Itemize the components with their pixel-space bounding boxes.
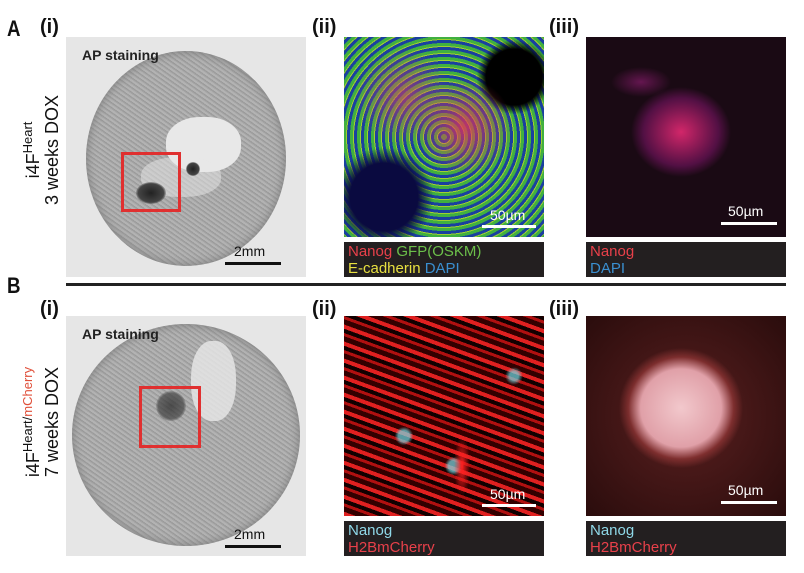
immunofluorescence-image-b-ii: 50µm: [344, 316, 544, 516]
legend-b-iii: Nanog H2BmCherry: [586, 521, 786, 556]
side-label-a: i4FHeart 3 weeks DOX: [18, 80, 62, 220]
treatment: 3 weeks DOX: [42, 94, 62, 206]
treatment: 7 weeks DOX: [42, 366, 62, 478]
scale-label: 50µm: [490, 486, 526, 502]
legend-h2bmcherry: H2BmCherry: [590, 539, 677, 556]
scale-bar: [721, 222, 777, 225]
ap-staining-title: AP staining: [82, 47, 159, 63]
scale-bar: [482, 225, 536, 228]
scale-bar: [482, 504, 536, 507]
legend-nanog: Nanog: [590, 243, 635, 260]
ap-staining-image-a: AP staining 2mm: [66, 37, 306, 277]
label-a-ii: (ii): [312, 16, 337, 38]
genotype-reporter: mCherry: [20, 366, 35, 417]
label-b-ii: (ii): [312, 298, 337, 320]
legend-nanog: Nanog: [348, 243, 393, 260]
panel-letter-a: A: [7, 16, 21, 41]
legend-a-ii: Nanog GFP(OSKM) E-cadherin DAPI: [344, 242, 544, 277]
genotype: i4F: [23, 452, 43, 478]
label-a-iii: (iii): [549, 16, 579, 38]
scale-bar: [721, 501, 777, 504]
legend-dapi: DAPI: [590, 260, 626, 277]
legend-a-iii: Nanog DAPI: [586, 242, 786, 277]
legend-b-ii: Nanog H2BmCherry: [344, 521, 544, 556]
highlight-box: [121, 152, 181, 212]
legend-dapi: DAPI: [424, 260, 460, 277]
genotype: i4F: [23, 153, 43, 179]
scale-bar: [225, 545, 281, 548]
panel-letter-b: B: [7, 273, 21, 298]
divider: [66, 283, 786, 286]
scale-bar: [225, 262, 281, 265]
fluorescence-image-b-iii: 50µm: [586, 316, 786, 516]
highlight-box: [139, 386, 201, 448]
scale-label: 50µm: [490, 207, 526, 223]
genotype-superscript: Heart: [20, 121, 35, 154]
side-label-b: i4FHeart/mCherry 7 weeks DOX: [18, 332, 62, 512]
legend-nanog: Nanog: [348, 522, 393, 539]
ap-staining-image-b: AP staining 2mm: [66, 316, 306, 556]
immunofluorescence-image-a-iii: 50µm: [586, 37, 786, 237]
scale-label: 50µm: [728, 482, 764, 498]
legend-ecadherin: E-cadherin: [348, 260, 421, 277]
legend-h2bmcherry: H2BmCherry: [348, 539, 435, 556]
label-b-i: (i): [40, 298, 59, 320]
legend-gfp: GFP(OSKM): [396, 243, 482, 260]
genotype-superscript: Heart/: [20, 416, 35, 453]
scale-label: 2mm: [234, 243, 266, 259]
scale-label: 2mm: [234, 526, 266, 542]
label-b-iii: (iii): [549, 298, 579, 320]
legend-nanog: Nanog: [590, 522, 635, 539]
ap-staining-title: AP staining: [82, 326, 159, 342]
immunofluorescence-image-a-ii: 50µm: [344, 37, 544, 237]
scale-label: 50µm: [728, 203, 764, 219]
label-a-i: (i): [40, 16, 59, 38]
